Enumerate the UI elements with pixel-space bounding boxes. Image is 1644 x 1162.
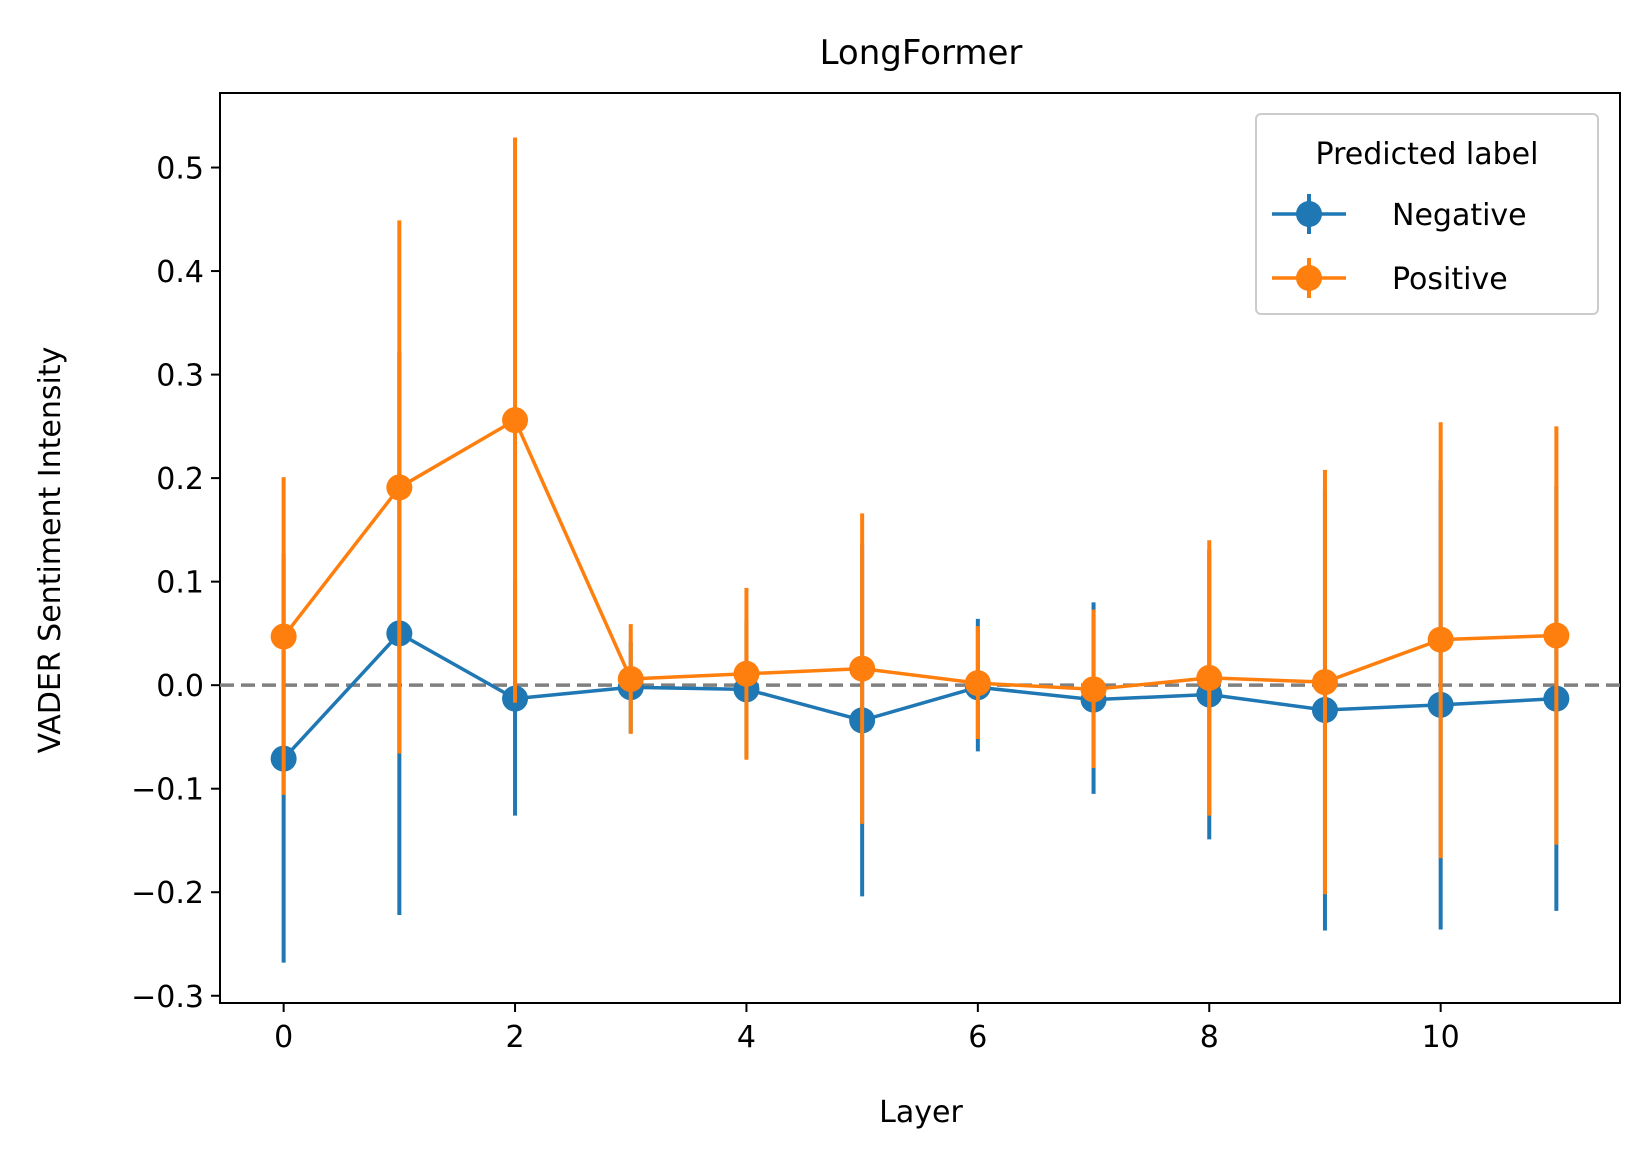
- data-point: [964, 670, 991, 697]
- legend-label: Negative: [1392, 198, 1527, 233]
- x-tick-label: 8: [1200, 1020, 1219, 1055]
- legend-title: Predicted label: [1316, 137, 1539, 172]
- plot-layer: 0 2 4 6 8 10 −0.3 −0.2 −0.1 0.0 0.1 0.2 0.3 0.4 0.5: [131, 92, 1621, 1055]
- legend-item-negative: Negative: [1272, 194, 1527, 234]
- x-tick-label: 6: [968, 1020, 987, 1055]
- x-tick-label: 2: [505, 1020, 524, 1055]
- chart-title: LongFormer: [820, 33, 1023, 73]
- data-point: [1427, 626, 1454, 653]
- legend-box: [1255, 113, 1599, 315]
- data-point: [270, 623, 297, 650]
- y-tick-label: 0.0: [156, 669, 204, 704]
- y-tick-label: 0.5: [156, 152, 204, 187]
- legend-swatch-marker: [1296, 265, 1322, 291]
- data-point: [849, 655, 876, 682]
- legend-label: Positive: [1392, 262, 1508, 297]
- data-point: [1311, 669, 1338, 696]
- x-axis-label: Layer: [879, 1095, 963, 1130]
- y-tick-label: −0.1: [131, 773, 204, 808]
- data-point: [1543, 622, 1570, 649]
- data-point: [1080, 676, 1107, 703]
- series-positive: [270, 137, 1570, 895]
- legend-item-positive: Positive: [1272, 258, 1508, 298]
- y-tick-label: 0.1: [156, 566, 204, 601]
- y-axis-label: VADER Sentiment Intensity: [33, 347, 68, 754]
- y-tick-label: −0.3: [131, 980, 204, 1015]
- series-line: [282, 418, 1557, 692]
- data-point: [386, 474, 413, 501]
- legend: Predicted label Negative Positive: [1255, 113, 1599, 315]
- x-tick-label: 0: [274, 1020, 293, 1055]
- data-point: [502, 407, 529, 434]
- y-tick-label: 0.3: [156, 359, 204, 394]
- data-point: [733, 660, 760, 687]
- data-point: [617, 665, 644, 692]
- plot-frame: [219, 92, 1621, 1004]
- x-tick-label: 10: [1422, 1020, 1460, 1055]
- x-tick-label: 4: [737, 1020, 756, 1055]
- y-tick-label: 0.4: [156, 255, 204, 290]
- y-tick-label: −0.2: [131, 876, 204, 911]
- legend-swatch-marker: [1296, 201, 1322, 227]
- series-line: [282, 631, 1557, 760]
- y-tick-label: 0.2: [156, 462, 204, 497]
- data-point: [1196, 664, 1223, 691]
